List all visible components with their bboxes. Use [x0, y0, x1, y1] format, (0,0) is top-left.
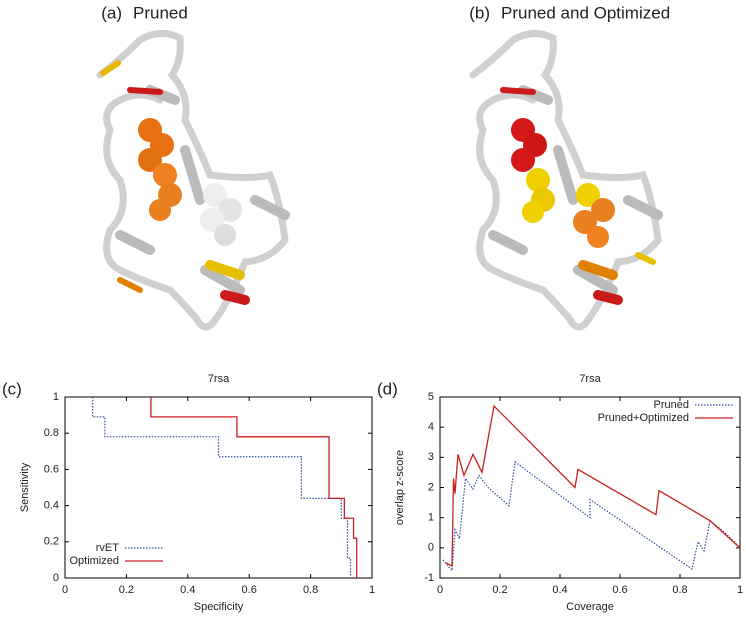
x-axis-label: Coverage	[566, 601, 614, 613]
y-tick-label: 3	[428, 451, 434, 463]
residue-spheres	[511, 118, 615, 248]
x-tick-label: 1	[369, 584, 375, 596]
y-axis-label: Sensitivity	[19, 462, 31, 512]
series-line	[92, 397, 352, 578]
legend-label: Optimized	[69, 555, 119, 567]
plot-frame	[64, 396, 373, 579]
x-tick-label: 0.4	[552, 584, 567, 596]
series-line	[445, 404, 741, 567]
y-tick-label: 2	[428, 481, 434, 493]
y-tick-label: 5	[428, 391, 434, 403]
panel-label: (c)	[2, 379, 22, 398]
y-tick-label: 0.6	[44, 463, 59, 475]
chart-title: 7rsa	[579, 373, 601, 385]
chart-title: 7rsa	[208, 373, 230, 385]
residue-spheres	[138, 118, 242, 246]
x-tick-label: 0.6	[242, 584, 257, 596]
legend-label: rvET	[96, 542, 120, 554]
y-tick-label: 0	[428, 542, 434, 554]
x-tick-label: 0.8	[303, 584, 318, 596]
x-tick-label: 0.2	[492, 584, 507, 596]
x-tick-label: 1	[737, 584, 743, 596]
plot-frame	[439, 396, 741, 579]
y-tick-label: 1	[53, 391, 59, 403]
panel-label: (b)	[469, 3, 490, 22]
legend-label: Pruned	[654, 399, 689, 411]
panel-label: (a)	[101, 3, 122, 22]
x-tick-label: 0	[437, 584, 443, 596]
x-tick-label: 0	[62, 584, 68, 596]
x-axis-label: Specificity	[194, 601, 244, 613]
series-line	[442, 460, 741, 572]
protein-render	[469, 30, 663, 331]
x-tick-label: 0.6	[612, 584, 627, 596]
panel-label: (d)	[377, 379, 398, 398]
y-tick-label: 0.2	[44, 536, 59, 548]
panel-title: Pruned and Optimized	[501, 3, 670, 22]
protein-render	[96, 30, 290, 331]
legend-label: Pruned+Optimized	[598, 412, 689, 424]
y-tick-label: 0.4	[44, 500, 59, 512]
x-tick-label: 0.2	[119, 584, 134, 596]
x-tick-label: 0.4	[180, 584, 195, 596]
y-tick-label: 4	[428, 421, 434, 433]
y-tick-label: -1	[424, 572, 434, 584]
y-tick-label: 1	[428, 512, 434, 524]
y-tick-label: 0	[53, 572, 59, 584]
series-line	[150, 397, 358, 578]
y-tick-label: 0.8	[44, 427, 59, 439]
x-tick-label: 0.8	[672, 584, 687, 596]
y-axis-label: overlap z-score	[394, 450, 406, 525]
panel-title: Pruned	[133, 3, 188, 22]
